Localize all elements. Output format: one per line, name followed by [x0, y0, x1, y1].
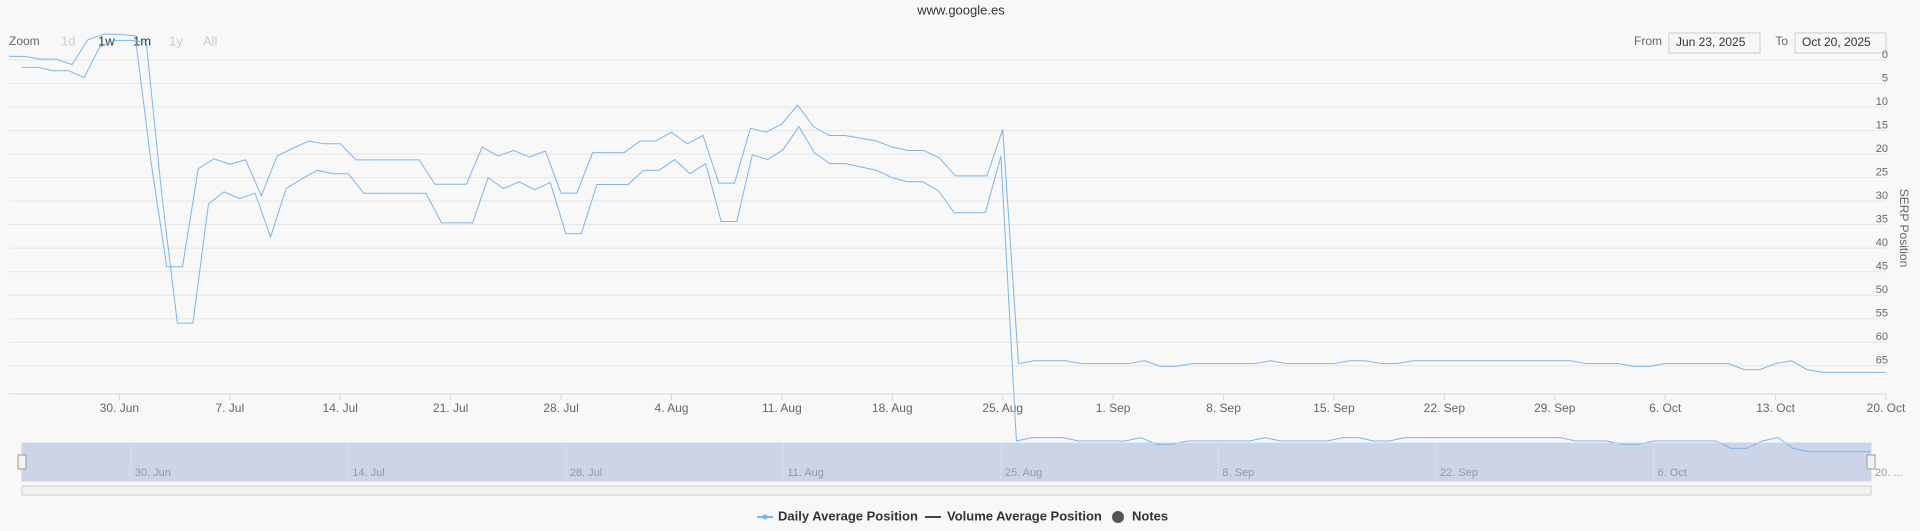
zoom-button[interactable]: All [203, 33, 218, 48]
navigator-label: 22. Sep [1440, 467, 1478, 479]
zoom-label: Zoom [9, 34, 40, 48]
scrollbar[interactable] [21, 485, 1872, 496]
x-tick-label: 13. Oct [1756, 401, 1795, 415]
navigator-line [9, 33, 1886, 373]
y-tick-label: 60 [1876, 331, 1888, 343]
y-tick-label: 45 [1876, 261, 1888, 273]
to-label: To [1775, 34, 1788, 48]
legend-label[interactable]: Notes [1132, 508, 1168, 523]
x-tick-label: 21. Jul [433, 401, 468, 415]
y-tick-label: 40 [1876, 237, 1888, 249]
x-tick-label: 28. Jul [543, 401, 578, 415]
y-tick-label: 20 [1876, 143, 1888, 155]
legend-label[interactable]: Volume Average Position [947, 508, 1102, 523]
to-value[interactable]: Oct 20, 2025 [1802, 35, 1871, 49]
legend-symbol [1112, 511, 1124, 523]
y-axis-title: SERP Position [1897, 189, 1911, 268]
y-tick-label: 35 [1876, 214, 1888, 226]
y-tick-label: 5 [1882, 72, 1888, 84]
legend-marker [762, 514, 768, 520]
navigator-line [22, 39, 1871, 453]
navigator-label: 28. Jul [570, 467, 602, 479]
chart-title: www.google.es [916, 2, 1005, 17]
y-tick-label: 25 [1876, 167, 1888, 179]
y-tick-label: 30 [1876, 190, 1888, 202]
x-tick-label: 15. Sep [1313, 401, 1355, 415]
x-tick-label: 25. Aug [982, 401, 1023, 415]
x-tick-label: 6. Oct [1649, 401, 1682, 415]
x-tick-label: 1. Sep [1096, 401, 1131, 415]
navigator-handle[interactable] [1866, 454, 1876, 470]
navigator-label: 6. Oct [1657, 467, 1686, 479]
navigator-label: 8. Sep [1222, 467, 1254, 479]
navigator-handle[interactable] [17, 454, 27, 470]
x-tick-label: 20. Oct [1867, 401, 1906, 415]
navigator-label: 20. ... [1875, 467, 1903, 479]
x-tick-label: 8. Sep [1206, 401, 1241, 415]
y-tick-label: 15 [1876, 119, 1888, 131]
y-tick-label: 10 [1876, 96, 1888, 108]
to-input[interactable] [1794, 32, 1887, 54]
from-label: From [1634, 34, 1662, 48]
x-tick-label: 14. Jul [323, 401, 358, 415]
legend-label[interactable]: Daily Average Position [778, 508, 918, 523]
zoom-button[interactable]: 1d [61, 33, 75, 48]
navigator-label: 30. Jun [135, 467, 171, 479]
x-tick-label: 22. Sep [1424, 401, 1466, 415]
x-tick-label: 7. Jul [215, 401, 244, 415]
zoom-button[interactable]: 1y [169, 33, 183, 48]
x-tick-label: 18. Aug [872, 401, 913, 415]
x-tick-label: 30. Jun [100, 401, 139, 415]
from-input[interactable] [1668, 32, 1761, 54]
x-tick-label: 4. Aug [654, 401, 688, 415]
y-tick-label: 50 [1876, 284, 1888, 296]
x-tick-label: 29. Sep [1534, 401, 1576, 415]
navigator-label: 25. Aug [1005, 467, 1042, 479]
zoom-button[interactable]: 1w [98, 33, 115, 48]
navigator-mask [22, 443, 1871, 481]
y-tick-label: 65 [1876, 355, 1888, 367]
x-tick-label: 11. Aug [762, 401, 802, 415]
navigator-label: 14. Jul [352, 467, 384, 479]
y-tick-label: 55 [1876, 308, 1888, 320]
navigator-label: 11. Aug [787, 467, 824, 479]
from-value[interactable]: Jun 23, 2025 [1676, 35, 1746, 49]
y-tick-label: 0 [1882, 49, 1888, 61]
